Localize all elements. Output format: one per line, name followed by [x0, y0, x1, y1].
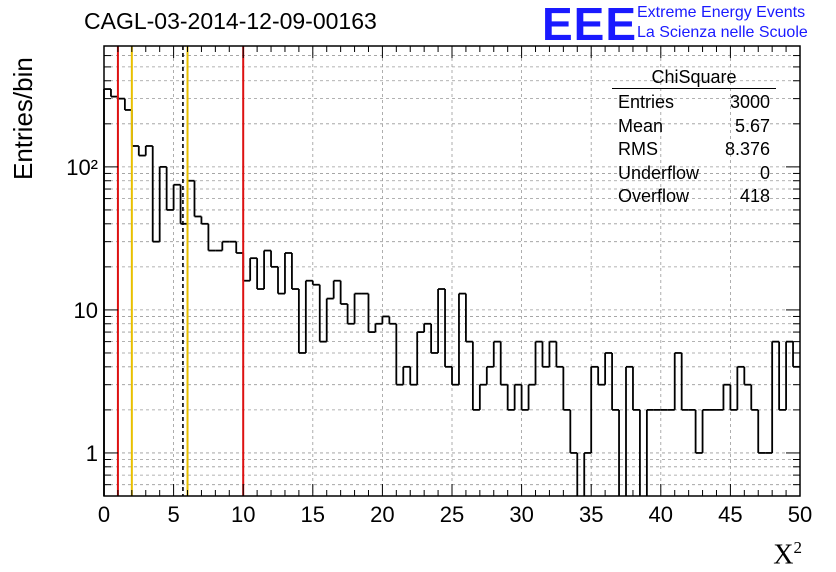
y-tick-label: 10 — [74, 298, 98, 323]
x-tick-label: 20 — [370, 502, 394, 527]
logo-line-2: La Scienza nelle Scuole — [637, 24, 808, 41]
y-tick-label: 1 — [86, 441, 98, 466]
x-axis-label: X2 — [773, 538, 802, 571]
x-tick-label: 30 — [509, 502, 533, 527]
logo-line-1: Extreme Energy Events — [637, 4, 806, 21]
stats-row: Mean 5.67 — [618, 115, 770, 136]
stats-row: Overflow 418 — [618, 186, 770, 206]
chart-title: CAGL-03-2014-12-09-00163 — [84, 8, 377, 34]
x-tick-label: 45 — [718, 502, 742, 527]
x-tick-label: 40 — [649, 502, 673, 527]
x-tick-label: 35 — [579, 502, 603, 527]
axis-ticks — [103, 46, 801, 496]
x-tick-label: 15 — [301, 502, 325, 527]
axis-tick-labels: 0 5 10 15 20 25 30 35 40 45 50 1 10 10² — [66, 155, 812, 527]
stats-title: ChiSquare — [612, 66, 776, 89]
stats-row: Underflow 0 — [618, 162, 770, 183]
histogram-bars — [103, 88, 800, 496]
x-tick-label: 25 — [440, 502, 464, 527]
x-tick-label: 0 — [98, 502, 110, 527]
stats-row: RMS 8.376 — [618, 139, 770, 159]
x-tick-label: 50 — [788, 502, 812, 527]
x-tick-label: 5 — [167, 502, 179, 527]
y-tick-label: 10² — [66, 155, 98, 180]
y-axis-label: Entries/bin — [8, 57, 38, 180]
reference-lines — [116, 46, 245, 496]
x-tick-label: 10 — [231, 502, 255, 527]
eee-logo: EEE — [542, 0, 638, 50]
stats-box: ChiSquare Entries 3000 Mean 5.67 RMS 8.376 … — [612, 66, 776, 209]
stats-row: Entries 3000 — [618, 92, 770, 112]
